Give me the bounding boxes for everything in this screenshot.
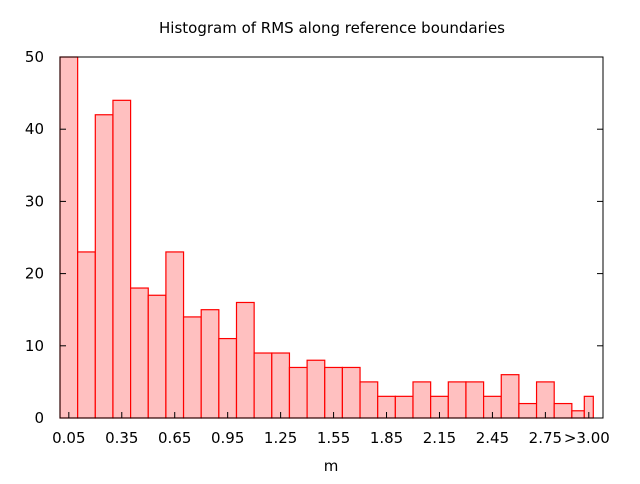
y-tick-label: 0 xyxy=(34,409,44,427)
x-tick-label: 2.15 xyxy=(423,429,456,447)
histogram-bar xyxy=(394,395,414,419)
histogram-bar xyxy=(59,56,79,419)
x-tick-label: >3.00 xyxy=(564,429,610,447)
x-tick-label: 0.65 xyxy=(158,429,191,447)
plot-border xyxy=(59,56,604,419)
histogram-bar xyxy=(130,287,149,419)
histogram-bar xyxy=(288,366,308,419)
y-tick-label: 40 xyxy=(25,120,44,138)
histogram-bar xyxy=(253,352,273,419)
histogram-bar xyxy=(235,301,255,419)
histogram-bar xyxy=(182,316,202,419)
histogram-bar xyxy=(447,381,467,419)
histogram-bar xyxy=(200,309,220,419)
histogram-bar xyxy=(94,114,114,419)
histogram-bar xyxy=(218,337,238,419)
y-tick-label: 20 xyxy=(25,265,44,283)
histogram-bar xyxy=(112,99,132,419)
x-tick-label: 2.75 xyxy=(529,429,562,447)
y-tick-label: 30 xyxy=(25,192,44,210)
histogram-bar xyxy=(571,410,585,419)
histogram-bar xyxy=(271,352,291,419)
chart-title: Histogram of RMS along reference boundar… xyxy=(159,19,505,37)
x-tick-label: 1.85 xyxy=(370,429,403,447)
histogram-bar xyxy=(341,366,361,419)
x-tick-label: 1.55 xyxy=(317,429,350,447)
x-tick-label: 0.35 xyxy=(105,429,138,447)
histogram-bar xyxy=(77,251,96,419)
histogram-bar xyxy=(500,374,520,419)
x-axis-label: m xyxy=(324,457,339,475)
y-tick-label: 50 xyxy=(25,48,44,66)
histogram-bar xyxy=(412,381,432,419)
histogram-bar xyxy=(165,251,185,419)
x-tick-label: 0.05 xyxy=(52,429,85,447)
bars-group xyxy=(59,56,594,419)
x-tick-label: 2.45 xyxy=(476,429,509,447)
histogram-bar xyxy=(147,294,167,419)
histogram-bar xyxy=(324,366,343,419)
histogram-bar xyxy=(465,381,485,419)
x-tick-label: 0.95 xyxy=(211,429,244,447)
histogram-bar xyxy=(359,381,379,419)
y-axis: 0 10 20 30 40 50 xyxy=(25,48,603,427)
histogram-bar xyxy=(306,359,326,419)
y-tick-label: 10 xyxy=(25,337,44,355)
x-tick-label: 1.25 xyxy=(264,429,297,447)
x-axis: 0.05 0.35 0.65 0.95 1.25 1.55 1.85 2.15 2.45 2.75… xyxy=(52,412,610,447)
histogram-bar xyxy=(518,402,538,419)
histogram-bar xyxy=(553,402,573,419)
